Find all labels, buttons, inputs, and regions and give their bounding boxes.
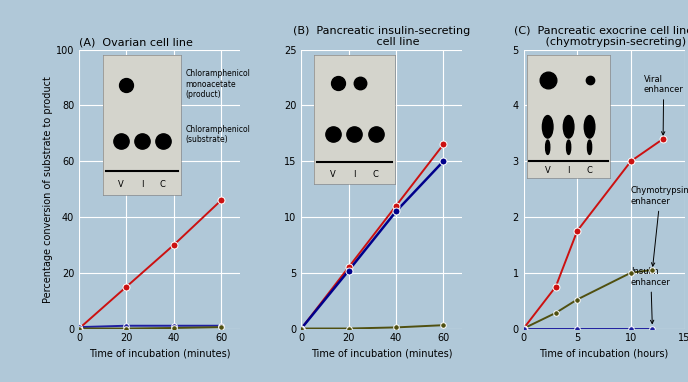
Text: Insulin
enhancer: Insulin enhancer (631, 267, 671, 324)
Text: Chloramphenicol
monoacetate
(product): Chloramphenicol monoacetate (product) (185, 69, 250, 99)
Text: Chymotrypsin
enhancer: Chymotrypsin enhancer (631, 186, 688, 266)
X-axis label: Time of incubation (hours): Time of incubation (hours) (539, 349, 669, 359)
Text: Viral
enhancer: Viral enhancer (644, 75, 684, 135)
Text: (A)  Ovarian cell line: (A) Ovarian cell line (79, 37, 193, 47)
Y-axis label: Percentage conversion of substrate to product: Percentage conversion of substrate to pr… (43, 76, 53, 303)
X-axis label: Time of incubation (minutes): Time of incubation (minutes) (311, 349, 453, 359)
Title: (C)  Pancreatic exocrine cell line
       (chymotrypsin-secreting): (C) Pancreatic exocrine cell line (chymo… (515, 26, 688, 47)
Text: Chloramphenicol
(substrate): Chloramphenicol (substrate) (185, 125, 250, 144)
Title: (B)  Pancreatic insulin-secreting
         cell line: (B) Pancreatic insulin-secreting cell li… (293, 26, 471, 47)
X-axis label: Time of incubation (minutes): Time of incubation (minutes) (89, 349, 230, 359)
